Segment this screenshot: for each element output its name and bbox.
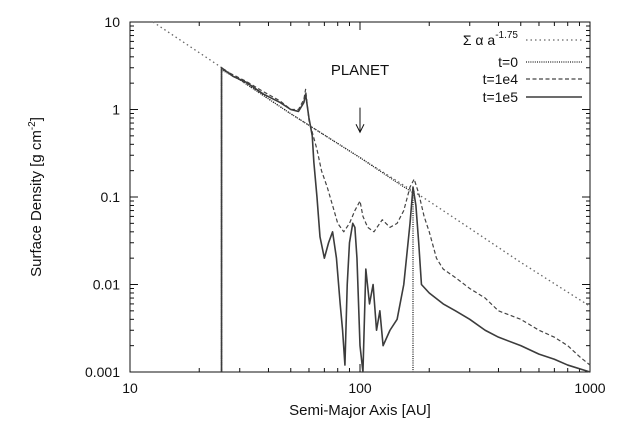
series-line-4 <box>220 66 591 373</box>
x-tick-label: 1000 <box>574 380 605 396</box>
series-line-1 <box>152 21 591 307</box>
legend-label-exponent: -1.75 <box>495 30 518 41</box>
x-tick-label: 10 <box>122 380 138 396</box>
y-tick-label: 0.001 <box>85 364 120 380</box>
y-axis-label: Surface Density [g cm-2] <box>27 117 45 277</box>
legend-label: Σ α a-1.75 <box>463 30 519 48</box>
planet-annotation: PLANET <box>331 62 389 134</box>
series-line-2 <box>220 69 414 372</box>
y-tick-label: 0.01 <box>93 277 120 293</box>
tick-marks <box>129 22 590 373</box>
y-tick-label: 10 <box>104 14 120 30</box>
series-line-3 <box>220 68 591 372</box>
legend-label-main: Σ α a <box>463 32 496 48</box>
tick-labels: 10 100 1000 10 1 0.1 0.01 0.001 <box>85 14 606 396</box>
planet-arrowhead <box>355 123 365 134</box>
x-axis-label: Semi-Major Axis [AU] <box>289 402 431 419</box>
legend: Σ α a-1.75 t=0t=1e4 t=1e5 <box>463 30 582 105</box>
y-axis-label-main: Surface Density [g cm <box>28 130 45 277</box>
legend-label: t=1e5 <box>483 89 519 105</box>
planet-label: PLANET <box>331 62 389 79</box>
y-axis-label-exponent: -2 <box>27 121 38 130</box>
y-tick-label: 0.1 <box>101 189 121 205</box>
legend-label: t=0 <box>498 54 518 70</box>
y-tick-label: 1 <box>112 102 120 118</box>
y-axis-label-close: ] <box>28 117 45 121</box>
legend-label: t=1e4 <box>483 71 519 87</box>
x-tick-label: 100 <box>348 380 372 396</box>
series-layer <box>152 21 591 373</box>
